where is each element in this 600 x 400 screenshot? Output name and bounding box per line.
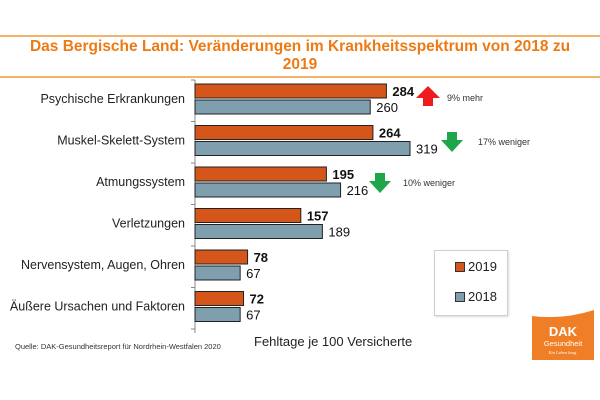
data-label-2018: 260 bbox=[376, 100, 398, 115]
bar-2019 bbox=[194, 166, 327, 182]
dak-logo: DAK Gesundheit Ein Leben lang. bbox=[532, 310, 594, 360]
data-label-2018: 67 bbox=[246, 308, 260, 323]
change-annotation: 9% mehr bbox=[447, 93, 483, 103]
category-label: Psychische Erkrankungen bbox=[40, 92, 185, 106]
data-label-2019: 264 bbox=[379, 126, 401, 141]
category-label: Muskel-Skelett-System bbox=[57, 134, 185, 148]
bar-2018 bbox=[194, 182, 342, 198]
arrow-down-icon bbox=[441, 132, 463, 152]
category-label: Verletzungen bbox=[112, 217, 185, 231]
data-label-2018: 319 bbox=[416, 142, 438, 157]
title-rule-top bbox=[0, 35, 600, 37]
title-rule-bottom bbox=[0, 76, 600, 78]
title-line-1: Das Bergische Land: Veränderungen im Kra… bbox=[29, 38, 571, 55]
data-label-2018: 67 bbox=[246, 266, 260, 281]
bar-2018 bbox=[194, 224, 323, 239]
x-axis-label: Fehltage je 100 Versicherte bbox=[254, 334, 413, 349]
category-label: Nervensystem, Augen, Ohren bbox=[21, 258, 185, 272]
legend-item-2019: 2019 bbox=[455, 259, 497, 274]
legend-item-2018: 2018 bbox=[455, 289, 497, 304]
legend-swatch-2018 bbox=[455, 291, 465, 302]
legend-swatch-2019 bbox=[455, 261, 465, 272]
change-annotation: 10% weniger bbox=[403, 178, 455, 188]
logo-tagline: Ein Leben lang. bbox=[548, 350, 578, 355]
data-label-2019: 284 bbox=[392, 84, 414, 99]
change-annotation: 17% weniger bbox=[478, 137, 530, 147]
chart-title: Das Bergische Land: Veränderungen im Kra… bbox=[0, 38, 600, 74]
bar-2019 bbox=[194, 83, 387, 99]
legend-label-2019: 2019 bbox=[468, 259, 497, 274]
legend-label-2018: 2018 bbox=[468, 289, 497, 304]
logo-brand: DAK bbox=[549, 324, 578, 339]
source-note: Quelle: DAK-Gesundheitsreport für Nordrh… bbox=[15, 342, 221, 351]
category-label: Äußere Ursachen und Faktoren bbox=[10, 300, 185, 314]
bar-2018 bbox=[194, 141, 411, 156]
logo-line2: Gesundheit bbox=[544, 339, 583, 348]
legend: 2019 2018 bbox=[434, 250, 508, 316]
bar-2018 bbox=[194, 307, 241, 322]
logo-background bbox=[532, 310, 594, 360]
arrow-down-icon bbox=[369, 173, 391, 193]
data-label-2019: 78 bbox=[254, 250, 268, 265]
bar-2019 bbox=[194, 291, 245, 306]
bar-2018 bbox=[194, 265, 241, 281]
category-label: Atmungssystem bbox=[96, 175, 185, 189]
data-label-2018: 189 bbox=[328, 225, 350, 240]
data-label-2019: 72 bbox=[250, 292, 264, 307]
bar-2019 bbox=[194, 249, 249, 265]
bar-2019 bbox=[194, 125, 374, 140]
title-line-2: 2019 bbox=[282, 56, 318, 73]
bar-2018 bbox=[194, 99, 371, 115]
data-label-2019: 195 bbox=[332, 167, 354, 182]
arrow-up-icon bbox=[416, 86, 440, 106]
data-label-2019: 157 bbox=[307, 209, 329, 224]
data-label-2018: 216 bbox=[347, 183, 369, 198]
bar-2019 bbox=[194, 208, 302, 223]
